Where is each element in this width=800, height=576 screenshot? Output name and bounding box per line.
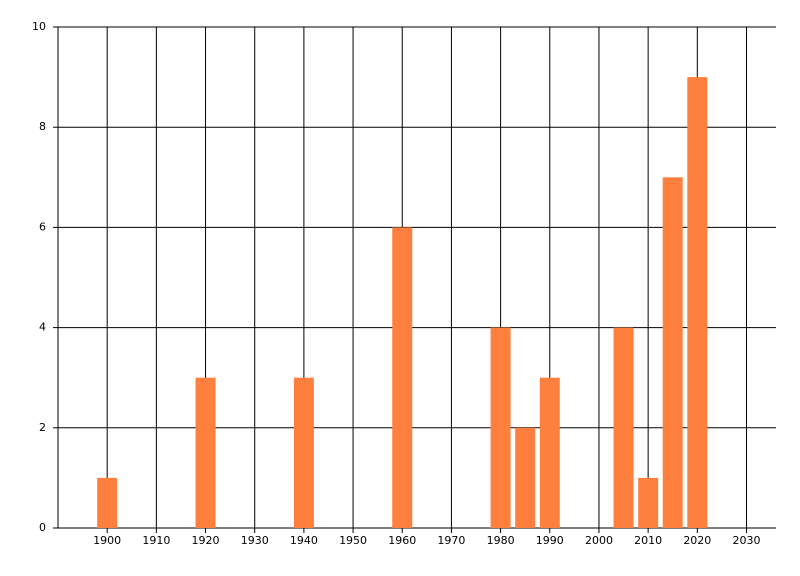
x-tick-label: 1950 [339,534,367,547]
x-tick-label: 1970 [437,534,465,547]
x-tick-label: 1910 [142,534,170,547]
bar [195,377,216,528]
bar [293,377,314,528]
y-tick-label: 0 [39,521,46,534]
x-tick-label: 1900 [93,534,121,547]
bar [638,477,659,528]
y-tick-label: 10 [32,20,46,33]
x-tick-label: 1920 [192,534,220,547]
bar [687,77,708,528]
bar [662,177,683,529]
bar [97,477,118,528]
x-tick-label: 1990 [536,534,564,547]
x-tick-label: 1980 [487,534,515,547]
x-tick-label: 2030 [732,534,760,547]
bar [613,327,634,528]
bar [515,427,536,528]
x-tick-label: 1930 [241,534,269,547]
y-tick-label: 4 [39,321,46,334]
x-tick-label: 2000 [585,534,613,547]
y-tick-label: 6 [39,220,46,233]
y-tick-label: 2 [39,421,46,434]
bar [490,327,511,528]
x-tick-label: 2010 [634,534,662,547]
x-tick-label: 1940 [290,534,318,547]
x-tick-label: 2020 [683,534,711,547]
bar [392,227,413,528]
bar [539,377,560,528]
y-tick-label: 8 [39,120,46,133]
x-tick-label: 1960 [388,534,416,547]
